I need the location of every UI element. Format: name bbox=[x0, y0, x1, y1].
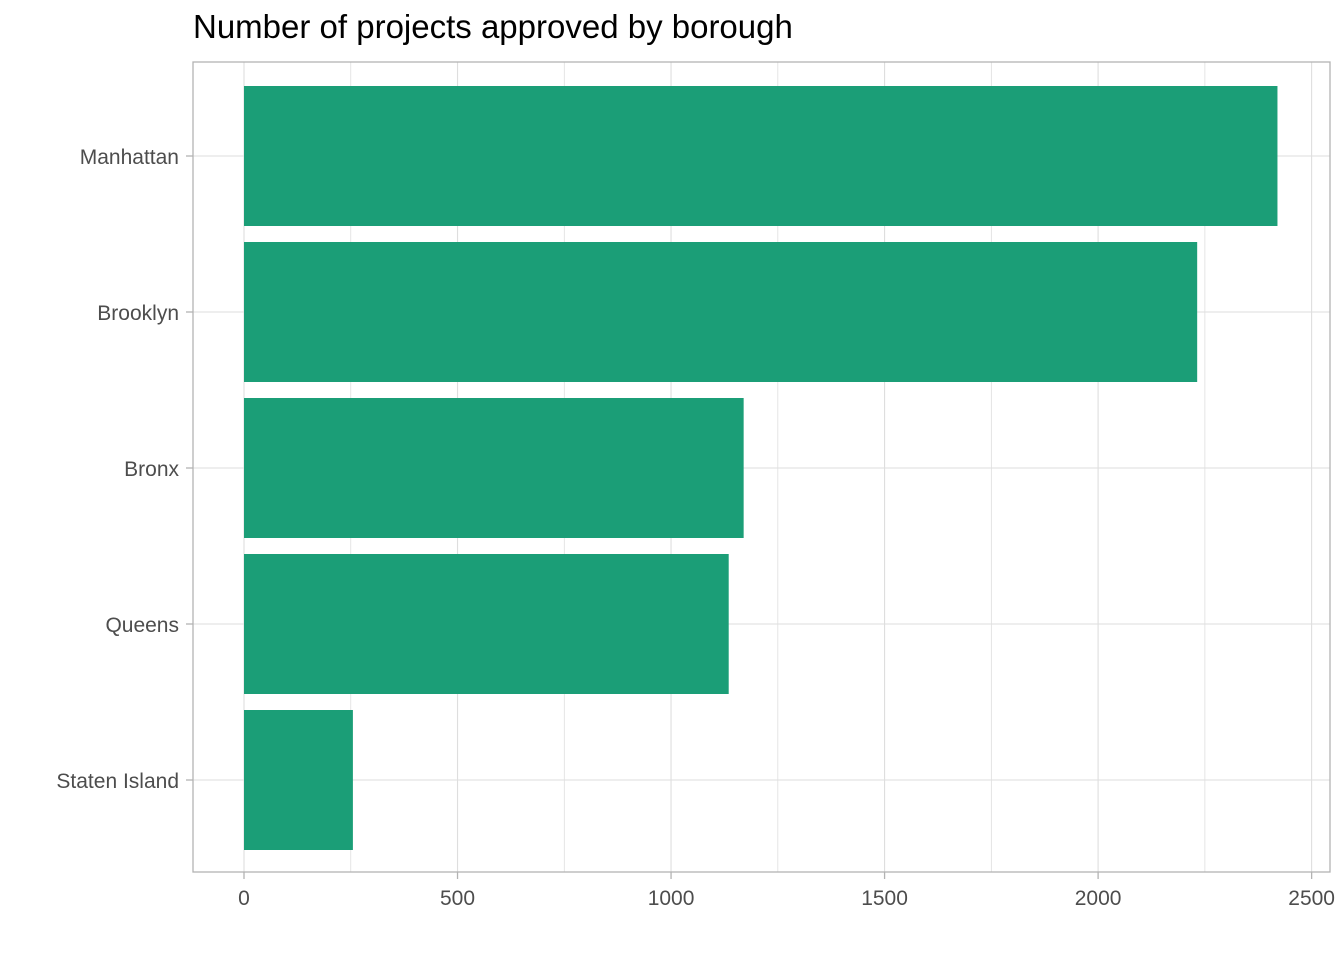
x-tick-label: 1500 bbox=[861, 887, 908, 910]
bar-staten-island bbox=[244, 710, 353, 850]
x-axis: 0 500 1000 1500 2000 2500 bbox=[238, 872, 1335, 910]
bar-bronx bbox=[244, 398, 744, 538]
x-tick-label: 1000 bbox=[648, 887, 695, 910]
bar-queens bbox=[244, 554, 729, 694]
y-tick-label: Manhattan bbox=[80, 146, 179, 169]
panel-border bbox=[192, 61, 1331, 873]
y-tick-label: Staten Island bbox=[56, 770, 179, 793]
y-axis: Manhattan Brooklyn Bronx Queens Staten Islan… bbox=[56, 146, 193, 793]
bar-manhattan bbox=[244, 86, 1278, 226]
bars bbox=[244, 86, 1278, 850]
y-tick-label: Brooklyn bbox=[97, 302, 179, 325]
chart-title: Number of projects approved by borough bbox=[193, 8, 793, 45]
y-tick-label: Bronx bbox=[124, 458, 179, 481]
x-tick-label: 0 bbox=[238, 887, 250, 910]
x-tick-label: 2500 bbox=[1288, 887, 1335, 910]
y-tick-label: Queens bbox=[105, 614, 179, 637]
x-tick-label: 500 bbox=[440, 887, 475, 910]
bar-brooklyn bbox=[244, 242, 1198, 382]
x-tick-label: 2000 bbox=[1075, 887, 1122, 910]
